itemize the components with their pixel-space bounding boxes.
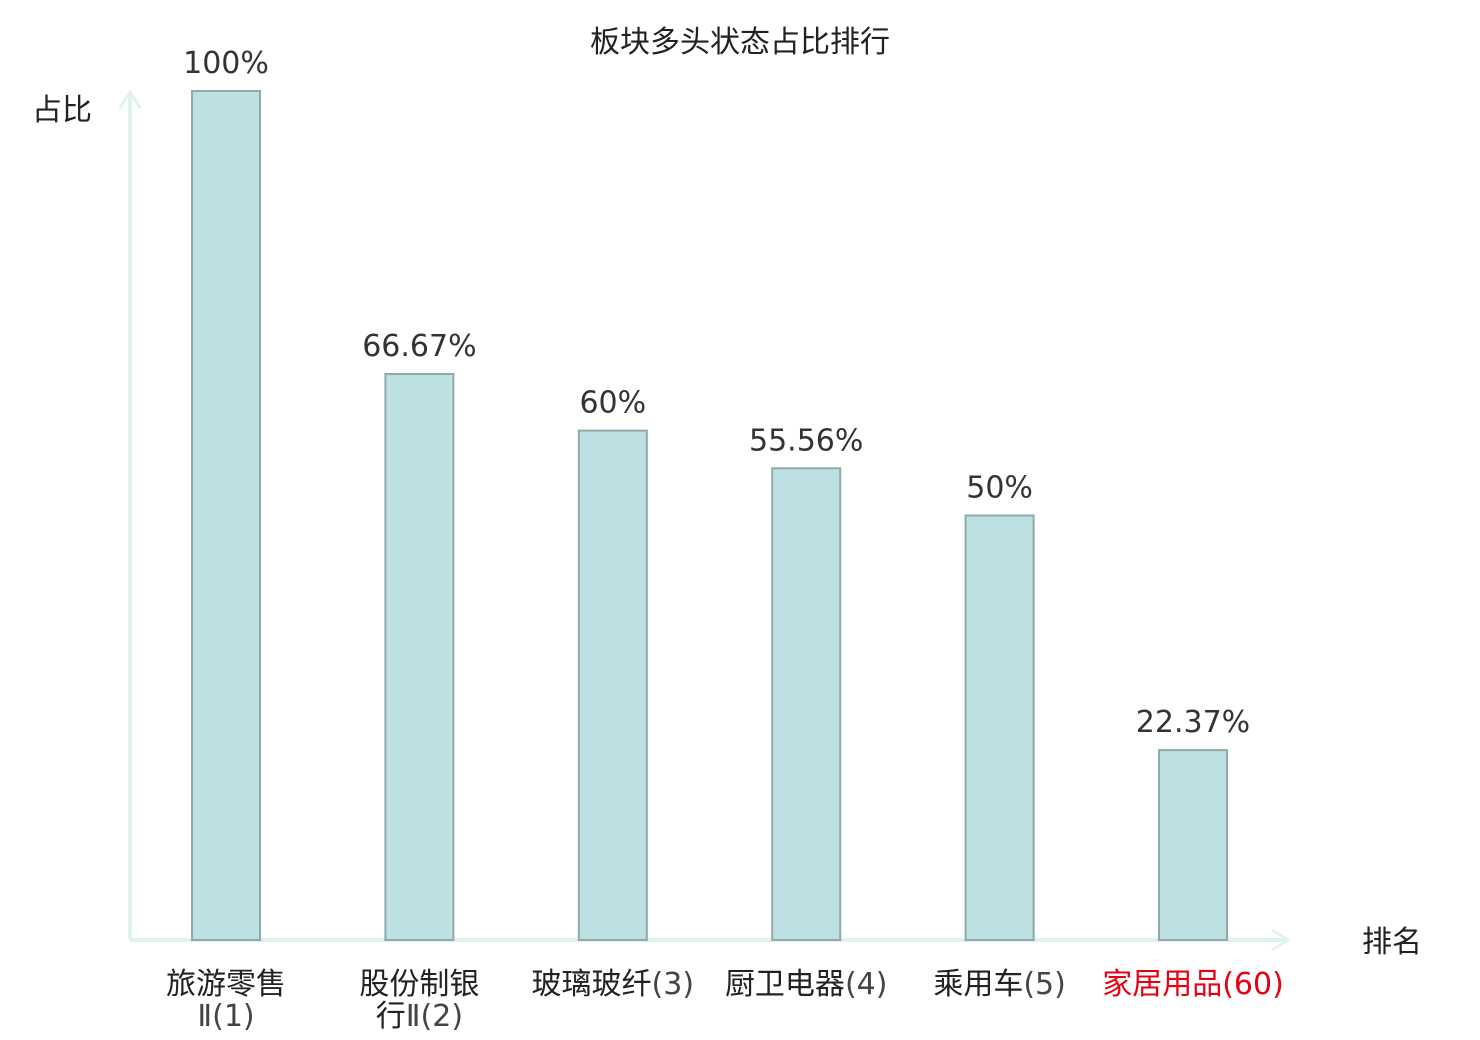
data-label: 50% bbox=[966, 471, 1033, 506]
y-axis bbox=[118, 89, 142, 940]
x-tick-label: 厨卫电器(4) bbox=[725, 967, 888, 1002]
y-axis-label: 占比 bbox=[32, 93, 92, 128]
chart-title: 板块多头状态占比排行 bbox=[590, 25, 890, 60]
data-label: 100% bbox=[183, 46, 269, 81]
x-tick-name: 玻璃玻纤 bbox=[532, 967, 652, 1002]
data-label: 55.56% bbox=[749, 423, 863, 458]
x-tick-rank: (60) bbox=[1222, 967, 1284, 1002]
x-tick-name: 家居用品 bbox=[1102, 967, 1222, 1002]
x-tick-label: 乘用车(5) bbox=[933, 967, 1066, 1002]
x-tick-rank: Ⅱ(1) bbox=[197, 999, 254, 1034]
x-tick-label: Ⅱ(1) bbox=[197, 999, 254, 1034]
x-tick-name: 旅游零售 bbox=[166, 967, 286, 1002]
bar bbox=[577, 429, 648, 941]
bar bbox=[191, 90, 261, 941]
x-axis bbox=[130, 928, 1291, 952]
data-label: 66.67% bbox=[362, 329, 476, 364]
bar bbox=[1158, 749, 1228, 941]
x-tick-label: 股份制银 bbox=[359, 967, 479, 1002]
x-tick-rank: (3) bbox=[652, 967, 695, 1002]
x-tick-rank: (4) bbox=[845, 967, 888, 1002]
bar bbox=[771, 467, 842, 941]
bar bbox=[964, 514, 1035, 941]
x-tick-rank: (5) bbox=[1023, 967, 1066, 1002]
value-labels: 100% 66.67% 60% 55.56% 50% 22.37% bbox=[183, 46, 1250, 740]
x-tick-label: 家居用品(60) bbox=[1102, 967, 1284, 1002]
x-tick-rank: Ⅱ(2) bbox=[406, 999, 463, 1034]
x-tick-name: 厨卫电器 bbox=[725, 967, 845, 1002]
x-tick-label: 玻璃玻纤(3) bbox=[532, 967, 695, 1002]
data-label: 22.37% bbox=[1136, 705, 1250, 740]
bar bbox=[384, 373, 455, 941]
x-tick-label: 行Ⅱ(2) bbox=[376, 999, 463, 1034]
x-tick-name: 行 bbox=[376, 999, 406, 1034]
x-tick-name: 股份制银 bbox=[359, 967, 479, 1002]
bars bbox=[191, 90, 1228, 941]
x-axis-label: 排名 bbox=[1362, 925, 1422, 960]
x-tick-label: 旅游零售 bbox=[166, 967, 286, 1002]
data-label: 60% bbox=[579, 386, 646, 421]
x-tick-name: 乘用车 bbox=[933, 967, 1023, 1002]
